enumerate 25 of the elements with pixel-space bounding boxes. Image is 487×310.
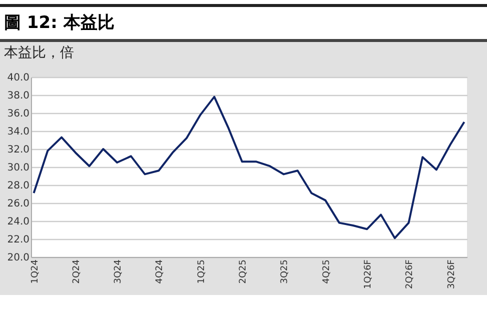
chart-title: 圖 12: 本益比 [0,7,487,42]
y-tick-label: 38.0 [7,90,30,102]
x-tick-label: 3Q24 [114,259,124,284]
line-series [32,96,466,240]
y-tick-label: 32.0 [7,144,30,156]
y-tick-label: 20.0 [7,252,30,264]
y-tick-label: 40.0 [7,72,30,84]
y-tick-label: 34.0 [7,126,30,138]
x-tick-label: 2Q24 [72,259,82,284]
x-tick-label: 1Q25 [196,260,207,284]
y-tick-label: 22.0 [7,234,30,246]
y-tick-label: 26.0 [7,198,30,210]
x-tick-label: 2Q25 [238,260,249,284]
x-tick-label: 1Q26F [364,260,374,289]
y-tick-label: 36.0 [7,108,30,120]
x-tick-label: 3Q25 [280,260,290,284]
x-tick-label: 1Q24 [30,259,40,284]
y-tick-label: 28.0 [7,180,30,192]
x-tick-label: 4Q25 [322,260,332,284]
y-tick-label: 24.0 [7,216,30,228]
chart-subtitle: 本益比，倍 [3,44,75,63]
x-tick-label: 2Q26F [405,260,416,289]
x-tick-label: 3Q26F [446,260,457,289]
x-tick-label: 4Q24 [155,259,166,284]
y-tick-label: 30.0 [7,162,30,174]
